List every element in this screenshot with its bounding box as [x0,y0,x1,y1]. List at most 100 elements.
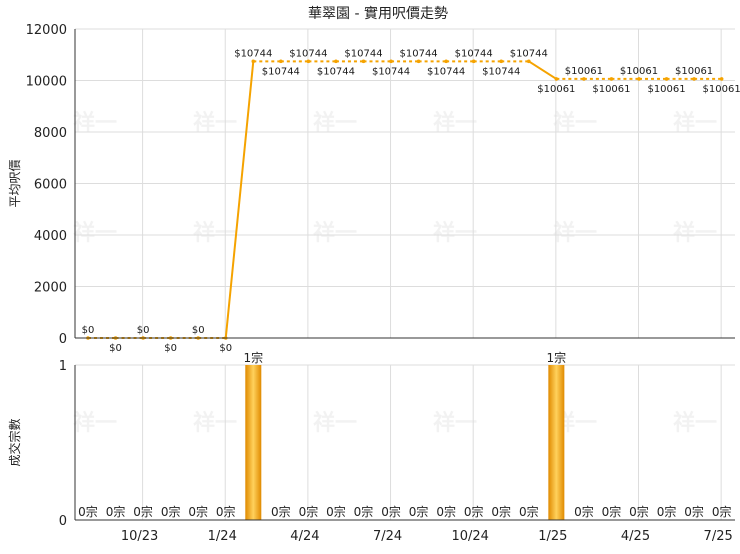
line-data-label: $10744 [317,66,355,77]
x-tick-label: 7/24 [373,529,402,544]
bar-data-label: 0宗 [78,504,98,519]
x-tick-label: 7/25 [704,529,733,544]
line-data-label: $0 [164,343,177,354]
x-tick-label: 10/23 [121,529,158,544]
bar-data-label: 0宗 [574,504,594,519]
bar-data-label: 0宗 [326,504,346,519]
bar-data-label: 0宗 [684,504,704,519]
x-tick-label: 4/24 [290,529,319,544]
y-tick-label-bottom: 1 [59,359,67,374]
line-point [471,59,476,64]
line-segment [224,61,255,339]
grid-layer [75,28,735,521]
line-point [251,59,256,64]
line-point [444,59,448,64]
line-point [306,59,311,64]
bar-data-label: 0宗 [161,504,181,519]
x-tick-label: 10/24 [451,529,488,544]
watermark-text: 祥一 [73,410,117,436]
bar-data-label: 1宗 [547,350,567,365]
watermark-text: 祥一 [433,410,477,436]
line-data-label: $10744 [372,66,410,77]
bar-data-label: 0宗 [491,504,511,519]
line-point [499,59,504,64]
line-data-label: $10744 [482,66,520,77]
line-data-label: $0 [82,325,95,336]
y-tick-label-top: 6000 [34,178,67,193]
bar-data-label: 1宗 [243,350,263,365]
line-point [554,77,559,81]
y-tick-label-top: 12000 [26,23,67,38]
line-point [582,77,586,81]
bar-data-label: 0宗 [216,504,236,519]
bar-data-label: 0宗 [602,504,622,519]
chart-title: 華翠園 - 實用呎價走勢 [308,5,448,22]
line-point [609,77,614,81]
volume-bar [245,365,262,520]
line-data-label: $0 [137,325,150,336]
line-data-label: $10744 [400,48,438,59]
bar-data-label: 0宗 [409,504,429,519]
bar-data-label: 0宗 [464,504,484,519]
line-data-label: $10744 [289,48,327,59]
line-point [719,77,724,81]
x-tick-label: 4/25 [621,529,650,544]
line-data-label: $10061 [620,66,658,77]
watermark-text: 祥一 [313,220,357,246]
bar-data-label: 0宗 [354,504,374,519]
watermark-text: 祥一 [433,220,477,246]
watermark-text: 祥一 [73,220,117,246]
line-data-label: $0 [219,343,232,354]
line-data-label: $10744 [455,48,493,59]
bar-data-label: 0宗 [271,504,291,519]
line-point [361,59,366,64]
y-tick-label-top: 10000 [26,75,67,90]
line-point [527,59,531,64]
bar-data-label: 0宗 [381,504,401,519]
line-data-label: $10061 [703,84,740,95]
y-tick-label-top: 8000 [34,126,67,141]
line-segment [528,60,557,80]
bar-data-label: 0宗 [188,504,208,519]
x-tick-label: 1/25 [538,529,567,544]
watermark-text: 祥一 [673,220,717,246]
line-data-label: $10744 [427,66,465,77]
bar-data-label: 0宗 [712,504,732,519]
line-data-label: $0 [109,343,122,354]
line-data-label: $10061 [647,84,685,95]
line-data-label: $10061 [537,84,575,95]
volume-bar [548,365,565,520]
y-tick-label-top: 2000 [34,281,67,296]
bar-data-label: 0宗 [436,504,456,519]
line-point [389,59,393,64]
bar-data-label: 0宗 [657,504,677,519]
line-data-label: $10061 [592,84,630,95]
line-data-label: $10061 [675,66,713,77]
watermark-text: 祥一 [193,220,237,246]
line-point [279,59,283,64]
y-tick-label-bottom: 0 [59,514,67,529]
watermark-text: 祥一 [193,410,237,436]
line-data-label: $10744 [510,48,548,59]
y-tick-label-top: 4000 [34,229,67,244]
y-axis-title-top: 平均呎價 [8,159,22,207]
y-axis-title-bottom: 成交宗數 [7,418,22,466]
bar-data-label: 0宗 [133,504,153,519]
line-data-label: $10744 [234,48,272,59]
bar-data-label: 0宗 [299,504,319,519]
line-point [416,59,421,64]
x-tick-label: 1/24 [208,529,237,544]
watermark-text: 祥一 [673,410,717,436]
bar-data-label: 0宗 [519,504,539,519]
watermark-text: 祥一 [553,220,597,246]
watermark-text: 祥一 [313,410,357,436]
line-data-label: $10744 [262,66,300,77]
line-point [692,77,696,81]
line-point [334,59,338,64]
line-data-label: $0 [192,325,205,336]
bar-data-label: 0宗 [629,504,649,519]
